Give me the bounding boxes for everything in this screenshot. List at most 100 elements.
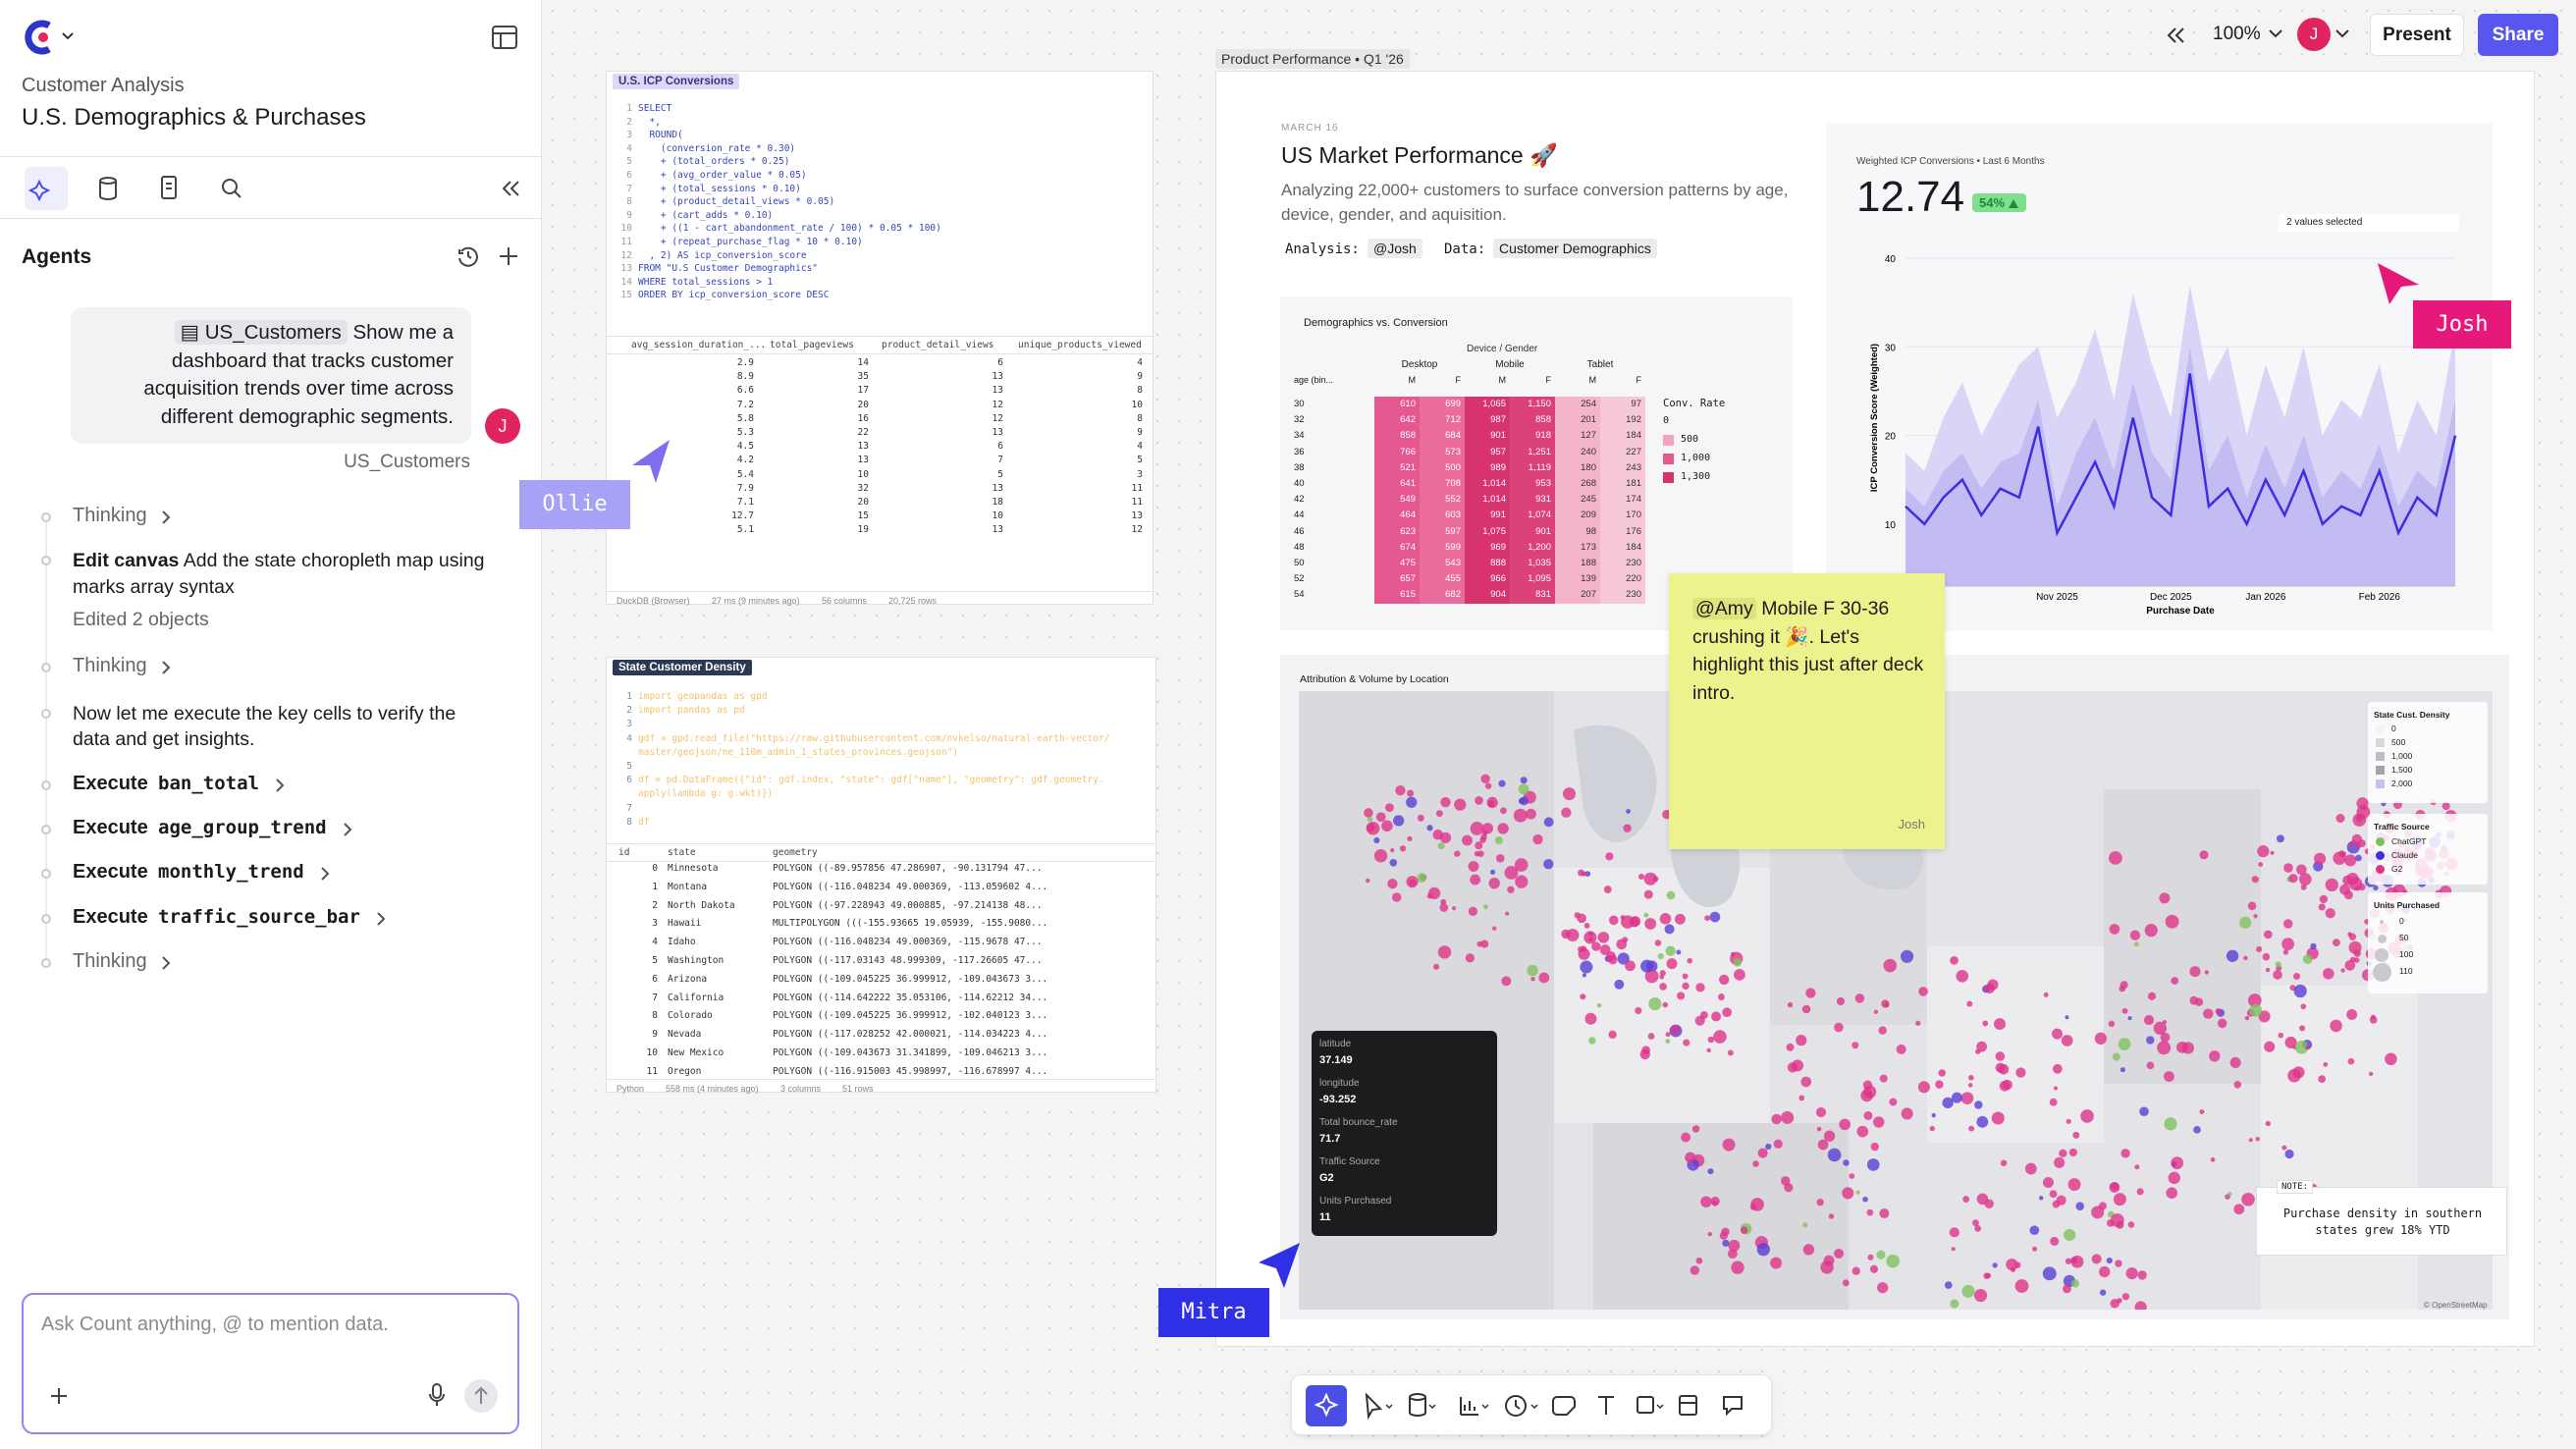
collapse-icon[interactable] (2162, 22, 2191, 49)
map-dot-decor (1644, 918, 1657, 930)
map-region (2104, 789, 2261, 1084)
group-label: Desktop (1401, 359, 1438, 370)
map-dot-decor (1596, 1002, 1602, 1008)
map-dot-decor (1707, 1036, 1715, 1044)
map-dot-decor (1635, 1006, 1642, 1015)
map-dot-decor (1643, 912, 1649, 918)
table-header-line (607, 353, 1153, 354)
map-dot-decor (1960, 1092, 1974, 1104)
map-dot-decor (2099, 1265, 2111, 1278)
sql-cell[interactable]: U.S. ICP Conversions 1 SELECT 2 *, 3 ROUND(4… (606, 71, 1154, 606)
table-header-line (607, 336, 1153, 337)
map-dot-decor (1801, 1004, 1811, 1014)
map-dot-decor (2029, 1225, 2040, 1236)
map-dot-decor (1823, 1130, 1836, 1142)
map-dot-decor (2288, 874, 2298, 884)
chat-input[interactable] (22, 1293, 519, 1434)
sidebar: Customer Analysis U.S. Demographics & Pu… (0, 0, 542, 1449)
heat-cell: 623 (1374, 523, 1420, 540)
code-line: (conversion_rate * 0.30) (638, 142, 796, 154)
map-dot-decor (1870, 1142, 1879, 1152)
heat-cell: 243 (1600, 459, 1645, 476)
agent-actions[interactable] (454, 242, 522, 271)
table-cell: POLYGON ((-109.045225 36.999912, -109.04… (773, 973, 1048, 985)
map-dot-decor (1800, 1076, 1812, 1088)
table-cell: MULTIPOLYGON (((-155.93665 19.05939, -15… (773, 918, 1048, 930)
map-dot-decor (1435, 810, 1443, 818)
map-dot-decor (1700, 1196, 1712, 1208)
legend-swatch (2376, 851, 2385, 860)
map-dot-decor (1710, 1196, 1720, 1207)
heat-cell: 173 (1555, 539, 1600, 556)
legend-label: 500 (2391, 737, 2406, 747)
tooltip-value: 37.149 (1319, 1054, 1353, 1066)
tool-active[interactable] (1306, 1385, 1347, 1426)
table-cell: 14 (857, 357, 869, 368)
chevron-path (344, 823, 352, 836)
map-dot-decor (1968, 1125, 1975, 1132)
map-dot-decor (2346, 873, 2359, 886)
input-actions[interactable] (39, 1376, 510, 1416)
map-dot-decor (1798, 1095, 1805, 1101)
map-dot-decor (1561, 807, 1572, 818)
legend-size (2380, 920, 2384, 924)
tool-icons[interactable] (1292, 1375, 1773, 1436)
map-dot-decor (2357, 839, 2366, 848)
code-line: + (repeat_purchase_flag * 10 * 0.10) (638, 237, 863, 247)
user-avatar[interactable]: J (2297, 18, 2331, 51)
map-dot-decor (2064, 1228, 2076, 1242)
map-dot-decor (1407, 835, 1413, 841)
map-dot-decor (2066, 1118, 2071, 1124)
map-dot-decor (2275, 961, 2281, 968)
map-dot-decor (1687, 957, 1692, 964)
map-dot-decor (2344, 854, 2357, 867)
y-axis-label: ICP Conversion Score (Weighted) (1869, 344, 1880, 492)
layout-icon[interactable] (491, 24, 518, 51)
map-dot-decor (1877, 1282, 1889, 1294)
map-dot-decor (1756, 1242, 1771, 1257)
map-dot-decor (2346, 1009, 2358, 1020)
divider (0, 218, 542, 219)
map-dot-decor (2251, 876, 2259, 884)
code-line: + (total_sessions * 0.10) (638, 183, 801, 194)
heat-cell: 712 (1420, 412, 1465, 429)
legend-swatch (2376, 837, 2385, 846)
map-dot-decor (1623, 824, 1632, 832)
map-dot-decor (1480, 774, 1490, 784)
legend-label: 100 (2399, 949, 2414, 959)
map-dot-decor (1984, 1199, 1994, 1208)
sticky-note[interactable]: @Amy Mobile F 30-36 crushing it 🎉. Let's… (1669, 573, 1945, 849)
heat-cell: 220 (1600, 571, 1645, 588)
map-dot-decor (1974, 1100, 1983, 1109)
map-dot-decor (2217, 1018, 2227, 1029)
zoom[interactable]: 100% (2213, 24, 2261, 44)
table-cell: 2 (652, 899, 658, 911)
map-dot-decor (1827, 1148, 1842, 1162)
present-button[interactable]: Present (2370, 14, 2464, 56)
frame-title: US Market Performance 🚀 (1281, 142, 1558, 168)
map-dot-decor (1665, 945, 1676, 956)
python-cell[interactable]: State Customer Density 1 import geopandas … (606, 657, 1156, 1094)
map-dot-decor (2054, 1086, 2059, 1091)
map-dot-decor (2111, 1182, 2120, 1191)
map-dot-decor (1652, 876, 1659, 883)
note-label: NOTE: (2277, 1180, 2314, 1194)
map-dot-decor (2284, 1149, 2294, 1159)
line-number: 3 (626, 130, 632, 141)
map-dot-decor (1862, 1196, 1868, 1203)
table-cell: 3 (1137, 468, 1143, 480)
map-dot-decor (1935, 1080, 1944, 1089)
map-dot-decor (1717, 993, 1725, 1000)
map-dot-decor (1647, 1033, 1655, 1040)
table-cell: Oregon (668, 1065, 702, 1077)
map-card: Attribution & Volume by Location State Cu… (1280, 655, 2509, 1319)
map-dot-decor (2146, 1036, 2155, 1045)
map-dot-decor (1543, 817, 1554, 828)
map-dot-decor (1584, 871, 1591, 877)
map-dot-decor (1417, 873, 1427, 883)
table-cell: 13 (992, 385, 1003, 397)
map-dot-decor (2112, 1052, 2120, 1061)
legend-label: 1,300 (1681, 471, 1711, 482)
share-button[interactable]: Share (2478, 14, 2558, 56)
cursor-josh (2378, 263, 2419, 304)
